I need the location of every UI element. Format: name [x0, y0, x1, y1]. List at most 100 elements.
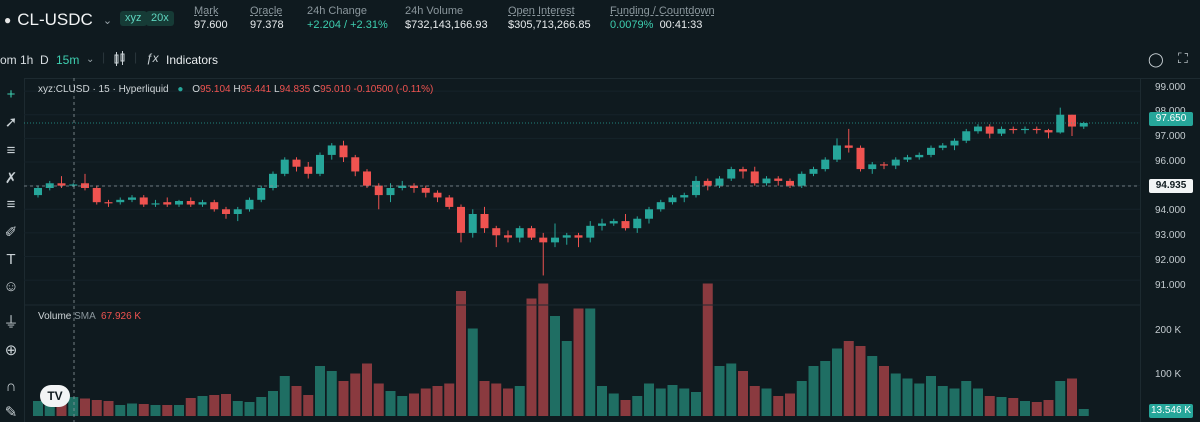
candle-body: [269, 173, 277, 188]
candle-body: [116, 199, 125, 203]
volume-bar: [655, 388, 666, 416]
candle-body: [633, 218, 642, 229]
stat-label: Open Interest: [508, 5, 575, 17]
volume-bar: [315, 366, 325, 416]
tf-partial[interactable]: om: [0, 53, 17, 67]
candle-body: [786, 180, 794, 186]
volume-bar: [80, 398, 90, 416]
volume-bar: [503, 388, 513, 416]
price-axis[interactable]: 99.000 98.000 97.000 96.000 94.000 93.00…: [1140, 78, 1200, 422]
candle-body: [233, 209, 242, 214]
stat-mark: Mark 97.600: [194, 5, 228, 31]
candle-body: [797, 173, 806, 186]
fx-icon[interactable]: ƒx: [146, 51, 159, 65]
volume-bar: [362, 363, 372, 416]
volume-bar: [432, 386, 443, 416]
indicators-button[interactable]: Indicators: [166, 53, 219, 67]
stat-value: 97.600: [194, 19, 228, 31]
candle-body: [645, 209, 653, 219]
volume-bar: [702, 283, 713, 416]
pattern-icon[interactable]: ✗: [4, 170, 18, 187]
volume-bar: [1055, 381, 1066, 416]
tf-1h[interactable]: 1h: [20, 53, 34, 67]
volume-bar: [338, 381, 349, 416]
stat-funding: Funding / Countdown 0.0079% 00:41:33: [610, 5, 715, 31]
chevron-down-icon[interactable]: ⌄: [86, 54, 95, 65]
tf-d[interactable]: D: [40, 53, 49, 67]
candle-body: [1079, 123, 1088, 127]
candle-body: [163, 202, 172, 205]
volume-bar: [726, 363, 737, 416]
emoji-icon[interactable]: ☺: [3, 278, 19, 295]
stat-value: +2.204 / +2.31%: [307, 19, 388, 31]
candle-body: [151, 203, 160, 205]
volume-bar: [749, 386, 760, 416]
volume-bar: [197, 396, 208, 416]
candle-body: [104, 202, 113, 204]
candle-body: [656, 202, 665, 210]
symbol-selector[interactable]: ● CL-USDC ⌄: [4, 10, 112, 30]
projection-icon[interactable]: ≡: [6, 196, 16, 213]
brush-icon[interactable]: ✐: [4, 224, 18, 241]
volume-bar: [420, 388, 431, 416]
volume-bar: [221, 394, 231, 416]
last-price-tag: 97.650: [1149, 112, 1193, 126]
crosshair-icon[interactable]: +: [6, 86, 16, 103]
price-tick: 94.000: [1155, 205, 1186, 216]
volume-bar: [926, 376, 936, 416]
last-volume-tag: 13.546 K: [1149, 404, 1193, 418]
candle-body: [562, 235, 571, 238]
magnet-icon[interactable]: ∩: [5, 378, 17, 395]
trendline-icon[interactable]: ➚: [4, 114, 18, 131]
legend-title: xyz:CLUSD · 15 · Hyperliquid: [38, 84, 169, 95]
lock-icon[interactable]: ✎: [4, 404, 18, 421]
volume-bar: [68, 397, 79, 416]
volume-bar: [890, 373, 901, 416]
droplet-icon: ●: [4, 13, 12, 27]
fib-icon[interactable]: ≡: [6, 142, 16, 159]
candle-type-icon[interactable]: [114, 51, 126, 70]
zoom-in-icon[interactable]: ⊕: [4, 342, 18, 359]
candle-body: [92, 188, 101, 203]
symbol-legend: xyz:CLUSD · 15 · Hyperliquid ● O95.104 H…: [38, 84, 433, 95]
tf-15m[interactable]: 15m: [56, 53, 80, 67]
volume-bar: [714, 366, 725, 416]
volume-bar: [867, 356, 878, 416]
volume-bar: [1031, 402, 1042, 416]
ruler-icon[interactable]: ⏚: [3, 314, 19, 331]
text-icon[interactable]: T: [6, 251, 16, 268]
price-chart[interactable]: [24, 78, 1140, 422]
candle-body: [292, 159, 301, 167]
volume-bar: [620, 400, 631, 416]
volume-bar: [608, 393, 619, 416]
leverage-badge[interactable]: 20x: [146, 11, 174, 26]
stat-value: $732,143,166.93: [405, 19, 488, 31]
candle-body: [774, 178, 783, 181]
candle-body: [833, 145, 841, 160]
candle-body: [504, 235, 512, 238]
candle-body: [621, 221, 630, 229]
volume-bar: [914, 383, 925, 416]
volume-bar: [902, 378, 913, 416]
candle-body: [339, 145, 348, 158]
volume-bar: [961, 381, 972, 416]
candle-body: [316, 154, 324, 174]
fullscreen-icon[interactable]: ⛶: [1178, 50, 1188, 66]
volume-bar: [1008, 398, 1019, 416]
candle-body: [257, 188, 266, 200]
price-tick: 96.000: [1155, 156, 1186, 167]
volume-tick: 200 K: [1155, 325, 1182, 336]
volume-bar: [127, 403, 137, 416]
tradingview-logo[interactable]: TV: [40, 385, 70, 407]
stat-open-interest: Open Interest $305,713,266.85: [508, 5, 591, 31]
status-dot-icon: ●: [177, 84, 184, 95]
volume-bar: [550, 316, 560, 416]
market-header: ● CL-USDC ⌄ xyz 20x Mark 97.600 Oracle 9…: [0, 0, 1200, 43]
volume-label: Volume: [38, 311, 72, 322]
candle-body: [903, 157, 912, 160]
screenshot-icon[interactable]: ◯: [1148, 51, 1164, 67]
sma-value: 67.926 K: [101, 311, 142, 322]
stat-value: $305,713,266.85: [508, 19, 591, 31]
candle-body: [739, 169, 747, 172]
candle-body: [891, 159, 900, 166]
